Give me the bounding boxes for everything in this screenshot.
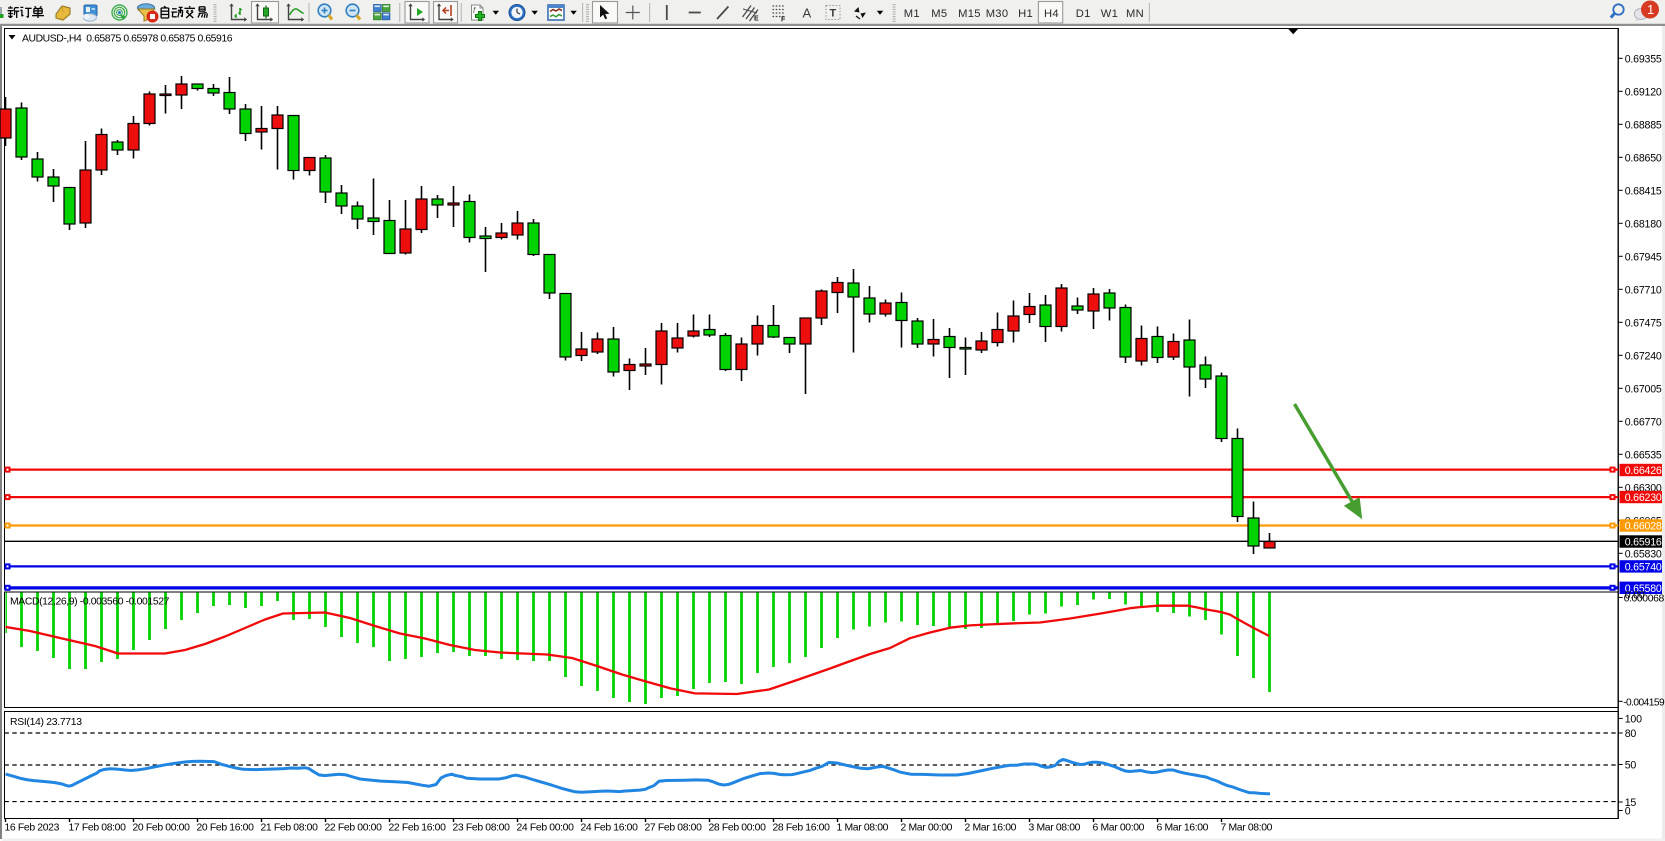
svg-text:0.66770: 0.66770 [1625, 416, 1662, 428]
svg-text:0.66028: 0.66028 [1625, 521, 1662, 533]
svg-text:22 Feb 16:00: 22 Feb 16:00 [389, 823, 447, 834]
svg-text:0.68180: 0.68180 [1625, 218, 1662, 230]
svg-text:H4: H4 [1044, 8, 1059, 20]
svg-text:20 Feb 00:00: 20 Feb 00:00 [133, 823, 191, 834]
svg-text:22 Feb 00:00: 22 Feb 00:00 [325, 823, 383, 834]
svg-text:16 Feb 2023: 16 Feb 2023 [5, 823, 60, 834]
svg-text:0.66535: 0.66535 [1625, 449, 1662, 461]
svg-text:0.67710: 0.67710 [1625, 284, 1662, 296]
svg-text:0.67240: 0.67240 [1625, 350, 1662, 362]
svg-text:MACD(12,26,9) -0.003560 -0.001: MACD(12,26,9) -0.003560 -0.001527 [10, 597, 170, 608]
svg-text:A: A [803, 6, 812, 21]
svg-text:21 Feb 08:00: 21 Feb 08:00 [261, 823, 319, 834]
svg-text:-0.004159: -0.004159 [1623, 697, 1665, 708]
svg-text:0.65580: 0.65580 [1625, 583, 1662, 595]
svg-text:100: 100 [1625, 713, 1642, 725]
svg-text:T: T [830, 8, 837, 20]
svg-text:0.000068: 0.000068 [1624, 594, 1665, 605]
svg-text:7 Mar 08:00: 7 Mar 08:00 [1221, 823, 1273, 834]
svg-text:AUDUSD-,H4 0.65875 0.65978 0.: AUDUSD-,H4 0.65875 0.65978 0.65875 0.659… [22, 34, 233, 45]
svg-text:23 Feb 08:00: 23 Feb 08:00 [453, 823, 511, 834]
svg-text:M15: M15 [958, 8, 981, 20]
svg-text:M1: M1 [904, 8, 920, 20]
svg-text:80: 80 [1625, 728, 1637, 740]
svg-text:0.67005: 0.67005 [1625, 383, 1662, 395]
svg-text:0.69355: 0.69355 [1625, 53, 1662, 65]
svg-text:6 Mar 00:00: 6 Mar 00:00 [1093, 823, 1145, 834]
svg-text:3 Mar 08:00: 3 Mar 08:00 [1029, 823, 1081, 834]
svg-text:E: E [754, 16, 759, 23]
svg-text:f: f [473, 6, 476, 15]
svg-text:M5: M5 [931, 8, 947, 20]
svg-text:0.65740: 0.65740 [1625, 561, 1662, 573]
svg-text:0.67945: 0.67945 [1625, 251, 1662, 263]
svg-text:0.65916: 0.65916 [1625, 537, 1662, 549]
svg-text:2 Mar 16:00: 2 Mar 16:00 [965, 823, 1017, 834]
svg-text:0.66230: 0.66230 [1625, 492, 1662, 504]
svg-text:27 Feb 08:00: 27 Feb 08:00 [645, 823, 703, 834]
svg-text:24 Feb 16:00: 24 Feb 16:00 [581, 823, 639, 834]
svg-text:0.67475: 0.67475 [1625, 317, 1662, 329]
svg-text:W1: W1 [1101, 8, 1118, 20]
svg-text:M30: M30 [986, 8, 1009, 20]
svg-text:0.68885: 0.68885 [1625, 119, 1662, 131]
svg-text:0.00: 0.00 [1625, 590, 1645, 602]
svg-text:1 Mar 08:00: 1 Mar 08:00 [837, 823, 889, 834]
svg-text:28 Feb 16:00: 28 Feb 16:00 [773, 823, 831, 834]
svg-text:0.68415: 0.68415 [1625, 185, 1662, 197]
svg-text:24 Feb 00:00: 24 Feb 00:00 [517, 823, 575, 834]
svg-text:17 Feb 08:00: 17 Feb 08:00 [69, 823, 127, 834]
svg-text:50: 50 [1625, 760, 1637, 772]
svg-text:0.65830: 0.65830 [1625, 548, 1662, 560]
svg-text:RSI(14) 23.7713: RSI(14) 23.7713 [10, 717, 82, 728]
svg-text:1: 1 [1647, 2, 1654, 17]
svg-text:H1: H1 [1018, 8, 1033, 20]
svg-text:0: 0 [1625, 806, 1631, 818]
svg-text:0.66426: 0.66426 [1625, 465, 1662, 477]
svg-text:15: 15 [1625, 797, 1637, 809]
svg-text:20 Feb 16:00: 20 Feb 16:00 [197, 823, 255, 834]
svg-text:D1: D1 [1076, 8, 1091, 20]
svg-text:6 Mar 16:00: 6 Mar 16:00 [1157, 823, 1209, 834]
svg-text:0.68650: 0.68650 [1625, 152, 1662, 164]
svg-text:MN: MN [1126, 8, 1144, 20]
svg-text:F: F [781, 17, 786, 24]
svg-text:0.69120: 0.69120 [1625, 86, 1662, 98]
svg-text:28 Feb 00:00: 28 Feb 00:00 [709, 823, 767, 834]
svg-text:2 Mar 00:00: 2 Mar 00:00 [901, 823, 953, 834]
